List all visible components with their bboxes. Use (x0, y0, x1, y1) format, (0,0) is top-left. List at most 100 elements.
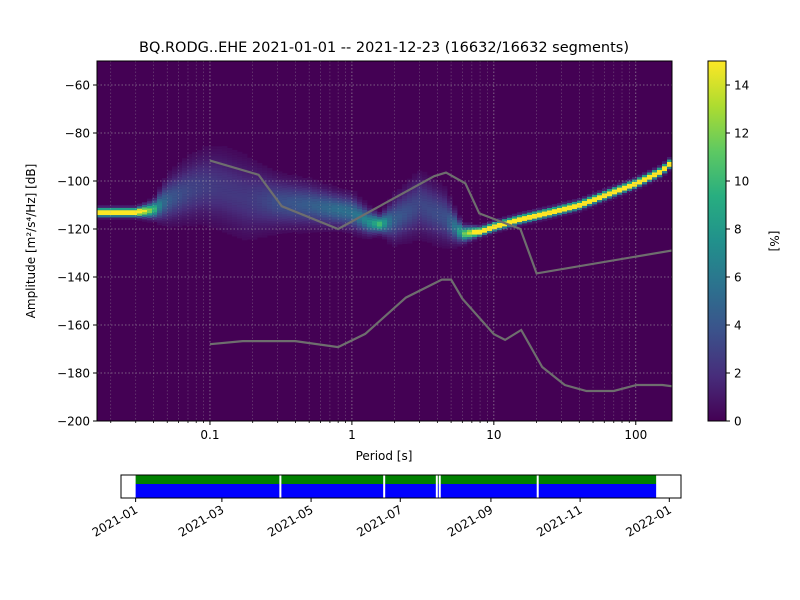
heat-cell (437, 206, 443, 210)
heat-cell (402, 210, 408, 213)
heat-cell (187, 180, 193, 184)
heat-cell (157, 189, 163, 192)
heat-cell (167, 223, 173, 226)
heat-cell (177, 171, 183, 175)
heat-cell (147, 201, 153, 204)
heat-cell (237, 187, 243, 191)
heat-cell (252, 189, 258, 192)
heat-cell (262, 199, 268, 202)
heat-cell (157, 205, 163, 209)
heat-cell (352, 210, 358, 213)
timeline-used-bar (135, 475, 657, 484)
heat-cell (487, 221, 493, 224)
heat-cell (192, 164, 198, 167)
heat-cell (442, 222, 448, 225)
heat-cell (232, 161, 238, 165)
heat-cell (227, 207, 233, 211)
heat-cell (357, 232, 363, 236)
heat-cell (187, 221, 193, 224)
heat-cell (227, 183, 233, 187)
heat-cell (302, 218, 308, 222)
heat-cell (217, 148, 223, 152)
heat-cell (367, 222, 373, 225)
heat-cell (332, 219, 338, 222)
heat-cell (397, 215, 403, 219)
heat-cell (237, 156, 243, 160)
heat-cell (642, 174, 648, 178)
heat-cell (297, 226, 303, 230)
heat-cell (652, 172, 658, 175)
heat-cell (152, 214, 158, 218)
heat-cell (417, 194, 423, 198)
heat-cell (252, 165, 258, 168)
heat-cell (222, 191, 228, 195)
heat-cell (287, 206, 293, 209)
heat-cell (282, 223, 288, 227)
heat-cell (187, 223, 193, 227)
heat-cell (177, 205, 183, 209)
heat-cell (172, 185, 178, 189)
heat-cell (212, 175, 218, 178)
heat-cell (222, 210, 228, 214)
heat-cell (242, 160, 248, 164)
heat-cell (367, 236, 373, 240)
heat-cell (302, 206, 308, 210)
heat-cell (397, 196, 403, 199)
heat-cell (457, 241, 463, 245)
heat-cell (317, 188, 323, 192)
heat-cell (422, 236, 428, 240)
heat-cell (632, 186, 638, 190)
heat-cell (467, 241, 473, 245)
colorbar-tick-label: 10 (734, 175, 749, 189)
heat-cell (297, 190, 303, 194)
heat-cell (272, 177, 278, 181)
heat-cell (252, 215, 258, 219)
y-tick-label: −100 (57, 175, 90, 189)
timeline-tick-label: 2022-01 (623, 502, 673, 539)
heat-cell (257, 215, 263, 219)
heat-cell (347, 201, 353, 205)
heat-cell (442, 231, 448, 235)
heat-cell (417, 192, 423, 195)
heat-cell (207, 167, 213, 171)
heat-cell (232, 149, 238, 153)
heat-cell (232, 164, 238, 167)
heat-cell (207, 170, 213, 173)
heat-cell (102, 214, 108, 218)
heat-cell (447, 200, 453, 204)
heat-cell (647, 177, 653, 180)
heat-cell (372, 220, 378, 224)
heat-cell (152, 204, 158, 208)
heat-cell (447, 217, 453, 220)
heat-cell (462, 222, 468, 226)
heat-cell (357, 201, 363, 205)
heat-cell (232, 219, 238, 223)
heat-cell (322, 203, 328, 206)
heat-cell (232, 226, 238, 230)
heat-cell (492, 231, 498, 235)
heat-cell (237, 190, 243, 193)
heat-cell (307, 179, 313, 183)
heat-cell (197, 207, 203, 211)
heat-cell (267, 172, 273, 176)
heat-cell (262, 227, 268, 231)
heat-cell (522, 220, 528, 224)
heat-cell (342, 208, 348, 211)
heat-cell (457, 219, 463, 223)
heat-cell (342, 196, 348, 199)
heat-cell (247, 188, 253, 192)
heat-cell (267, 232, 273, 236)
heat-cell (212, 211, 218, 214)
timeline-tick-label: 2021-01 (90, 502, 140, 539)
heat-cell (422, 195, 428, 199)
heat-cell (427, 240, 433, 243)
heat-cell (392, 244, 398, 248)
heat-cell (287, 184, 293, 188)
heat-cell (572, 206, 578, 210)
heat-cell (272, 201, 278, 205)
heat-cell (182, 194, 188, 197)
heat-cell (232, 188, 238, 191)
heat-cell (232, 152, 238, 155)
heat-cell (342, 193, 348, 197)
heat-cell (412, 211, 418, 215)
